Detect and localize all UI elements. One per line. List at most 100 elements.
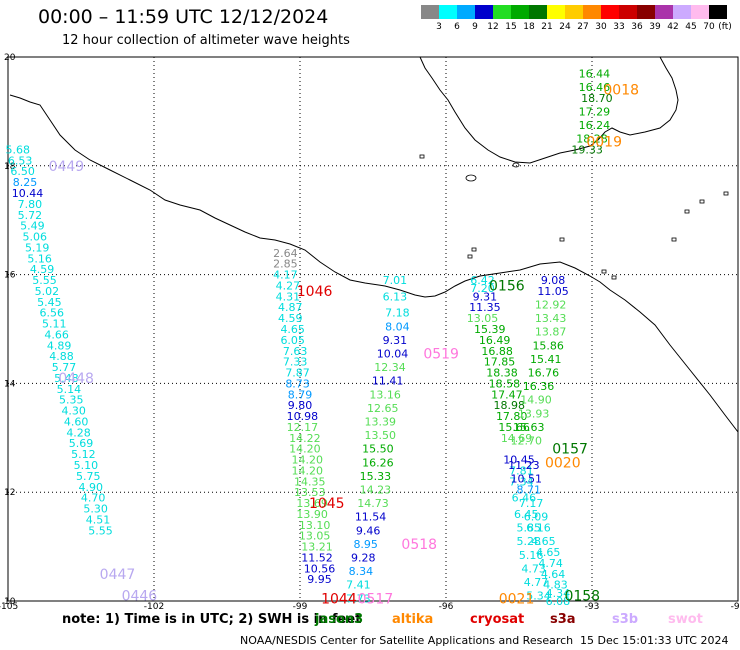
- swh-value: 2.64: [273, 247, 298, 260]
- swh-value: 4.17: [273, 269, 298, 282]
- swh-value: 6.13: [383, 290, 408, 303]
- swh-value: 5.68: [5, 143, 30, 156]
- swh-value: 5.28: [516, 535, 541, 548]
- swh-value: 7.80: [18, 198, 43, 211]
- swh-value: 5.34: [526, 590, 551, 603]
- swh-value: 10.51: [511, 473, 543, 486]
- track-label: 0518: [401, 537, 437, 553]
- swh-value: 6.09: [524, 511, 549, 524]
- swh-value: 15.50: [362, 443, 394, 456]
- track-label: 0517: [358, 591, 394, 607]
- swh-value: 9.31: [383, 334, 408, 347]
- legend-swatch: [421, 5, 439, 19]
- track-label: 0021: [499, 591, 535, 607]
- swh-value: 5.12: [71, 448, 96, 461]
- swh-value: 7.73: [346, 592, 371, 605]
- swh-value: 4.90: [78, 481, 103, 494]
- track-label: 1045: [309, 496, 345, 512]
- swh-value: 6.56: [40, 307, 65, 320]
- swh-value: 13.53: [294, 486, 326, 499]
- swh-value: 13.39: [365, 415, 397, 428]
- satellite-swot: swot: [668, 612, 703, 627]
- swh-value: 5.55: [88, 524, 113, 537]
- swh-value: 9.28: [351, 551, 376, 564]
- swh-value: 5.45: [37, 296, 62, 309]
- lake: [512, 162, 520, 168]
- legend-label: 27: [577, 22, 589, 32]
- lat-tick-label: 12: [4, 488, 15, 498]
- swh-value: 11.41: [372, 375, 404, 388]
- lon-tick-label: -90: [731, 602, 740, 612]
- swh-value: 8.34: [349, 565, 374, 578]
- track-label: 0446: [122, 589, 158, 605]
- swh-value: 4.65: [280, 323, 305, 336]
- swh-value: 5.48: [54, 372, 79, 385]
- swh-value: 13.05: [299, 530, 331, 543]
- swh-value: 10.56: [304, 562, 336, 575]
- swh-value: 5.10: [74, 459, 99, 472]
- swh-value: 13.50: [365, 429, 397, 442]
- track-label: 0020: [545, 455, 581, 471]
- swh-value: 5.30: [83, 503, 108, 516]
- legend-label: 9: [472, 22, 478, 32]
- swh-value: 4.64: [541, 568, 566, 581]
- legend-label: 24: [559, 22, 571, 32]
- swh-value: 14.20: [292, 464, 324, 477]
- swh-value: 5.11: [42, 318, 67, 331]
- swh-value: 4.59: [278, 312, 303, 325]
- swh-value: 13.21: [301, 541, 333, 554]
- swh-value: 18.38: [486, 367, 518, 380]
- legend-swatch: [475, 5, 493, 19]
- legend-label: 36: [631, 22, 643, 32]
- swh-value: 16.46: [579, 81, 611, 94]
- swh-value: 6.05: [280, 334, 305, 347]
- legend-swatch: [673, 5, 691, 19]
- satellite-s3a: s3a: [550, 612, 576, 627]
- swh-value: 5.75: [76, 470, 101, 483]
- swh-value: 7.17: [519, 497, 544, 510]
- swh-value: 10.04: [377, 347, 409, 360]
- legend-swatch: [601, 5, 619, 19]
- swh-value: 10.45: [503, 454, 535, 467]
- swh-value: 10.98: [287, 410, 319, 423]
- island: [723, 191, 729, 196]
- swh-value: 5.16: [27, 252, 52, 265]
- island: [671, 237, 677, 242]
- swh-value: 18.70: [581, 92, 613, 105]
- generated-timestamp: 15 Dec 15:01:33 UTC 2024: [580, 634, 729, 647]
- swh-value: 6.53: [8, 154, 33, 167]
- swh-value: 15.39: [474, 323, 506, 336]
- gulf-coastline: [419, 56, 679, 164]
- swh-value: 6.50: [10, 165, 35, 178]
- map-frame: [7, 56, 739, 602]
- island: [699, 199, 705, 204]
- lon-tick-label: -105: [0, 602, 18, 612]
- swh-value: 4.31: [276, 290, 301, 303]
- swh-value: 10.44: [12, 187, 44, 200]
- swh-value: 5.69: [69, 437, 94, 450]
- swh-value: 13.93: [518, 407, 550, 420]
- legend-label: 15: [505, 22, 517, 32]
- swh-value: 7.01: [383, 274, 408, 287]
- swh-value: 17.29: [579, 105, 611, 118]
- legend-label: 21: [541, 22, 553, 32]
- legend-label: 3: [436, 22, 442, 32]
- swh-value: 5.19: [25, 241, 50, 254]
- track-label: 0448: [58, 371, 94, 387]
- lat-tick-label: 14: [4, 379, 16, 389]
- page-subtitle: 12 hour collection of altimeter wave hei…: [62, 33, 350, 48]
- swh-value: 13.10: [299, 519, 331, 532]
- swh-value: 7.81: [509, 464, 534, 477]
- swh-value: 7.20: [470, 282, 495, 295]
- swh-value: 9.80: [288, 399, 313, 412]
- swh-value: 14.22: [289, 432, 321, 445]
- swh-value: 6.16: [526, 522, 551, 535]
- swh-value: 15.63: [513, 421, 545, 434]
- swh-value: 11.05: [537, 285, 569, 298]
- legend-label: 18: [523, 22, 535, 32]
- swh-value: 12.92: [535, 299, 567, 312]
- swh-value: 12.34: [374, 361, 406, 374]
- swh-value: 5.02: [35, 285, 60, 298]
- swh-value: 5.49: [20, 220, 45, 233]
